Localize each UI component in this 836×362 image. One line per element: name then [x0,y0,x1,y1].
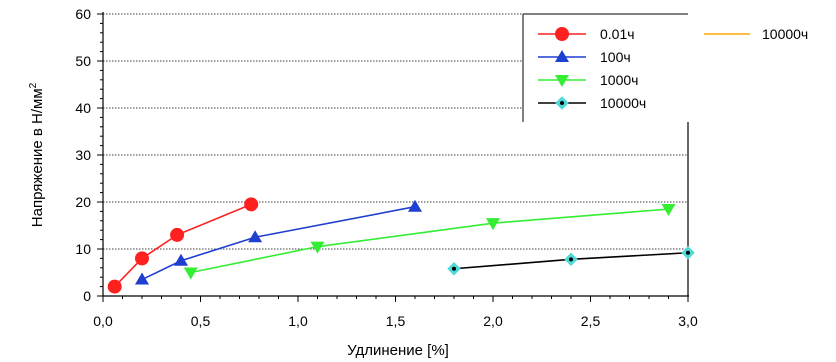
series-line-2 [190,208,669,274]
legend-marker-2 [555,75,569,87]
data-point-s1-p0 [135,272,149,285]
data-point-s2-p2 [486,218,500,231]
series-line-1 [141,205,416,281]
legend-marker-3-center [560,101,564,105]
legend-background [523,14,688,122]
x-tick-label-4: 2,0 [483,313,503,329]
series-lines [114,203,689,288]
y-axis-title: Напряжение в Н/мм2 [28,82,46,227]
legend: 0.01ч 100ч 1000ч 10000ч [522,13,688,122]
y-tick-label-2: 20 [75,194,91,210]
x-axis-title: Удлинение [%] [347,342,449,359]
data-point-s0-p3 [244,197,259,212]
legend-marker-1 [555,50,569,62]
data-point-s1-p2 [248,230,263,243]
legend-label-1: 100ч [600,49,631,65]
tick-labels: 0 10 20 30 40 50 60 0,0 0,5 1,0 1,5 2,0 2,5 3,0 [75,6,698,329]
data-point-s1-p1 [174,253,188,266]
extra-legend: 10000ч [704,26,808,42]
legend-label-0: 0.01ч [600,26,635,42]
legend-marker-0 [555,27,569,41]
y-axis-title-superscript: 2 [28,82,39,88]
y-tick-label-0: 0 [83,288,91,304]
y-axis-title-text: Напряжение в Н/мм [29,88,46,227]
data-point-s2-p1 [310,241,325,254]
x-tick-label-3: 1,5 [386,313,406,329]
data-point-s3-p1-center [569,257,573,262]
data-point-s0-p0 [107,279,122,294]
data-point-s0-p1 [135,251,149,266]
series-markers [107,197,695,294]
x-tick-label-0: 0,0 [93,313,113,329]
data-point-s2-p0 [183,267,198,280]
data-point-s1-p3 [408,199,422,212]
y-tick-label-1: 10 [75,241,91,257]
x-tick-label-1: 0,5 [191,313,211,329]
data-point-s3-p0-center [452,266,456,271]
y-tick-label-5: 50 [75,53,91,69]
y-tick-label-4: 40 [75,100,91,116]
grid-lines [103,13,688,250]
data-point-s0-p2 [170,227,185,242]
extra-legend-label: 10000ч [762,26,808,42]
data-point-s3-p2-center [686,250,690,255]
series-line-0 [114,203,252,288]
x-tick-label-6: 3,0 [678,313,698,329]
data-point-s2-p3 [661,204,676,217]
axes [97,12,689,302]
x-tick-label-5: 2,5 [581,313,601,329]
legend-label-3: 10000ч [600,95,646,111]
y-tick-label-3: 30 [75,147,91,163]
y-tick-label-6: 60 [75,6,91,22]
legend-label-2: 1000ч [600,72,638,88]
x-tick-label-2: 1,0 [288,313,308,329]
